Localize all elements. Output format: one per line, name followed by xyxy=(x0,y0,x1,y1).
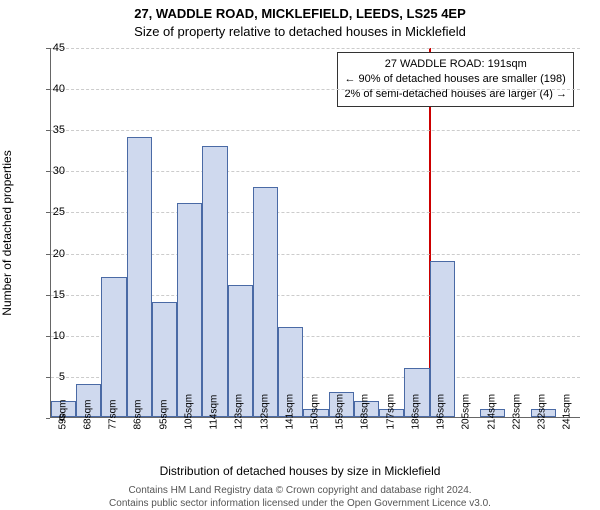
ytick-mark xyxy=(46,212,50,213)
ytick-mark xyxy=(46,48,50,49)
chart-subtitle: Size of property relative to detached ho… xyxy=(0,24,600,39)
y-axis-label: Number of detached properties xyxy=(0,150,14,315)
histogram-bar xyxy=(177,203,202,417)
chart-title: 27, WADDLE ROAD, MICKLEFIELD, LEEDS, LS2… xyxy=(0,6,600,21)
ytick-mark xyxy=(46,130,50,131)
ytick-mark xyxy=(46,254,50,255)
attribution-line-1: Contains HM Land Registry data © Crown c… xyxy=(0,484,600,497)
ytick-label: 45 xyxy=(35,42,65,54)
ytick-label: 5 xyxy=(35,371,65,383)
ytick-label: 15 xyxy=(35,289,65,301)
ytick-mark xyxy=(46,377,50,378)
ytick-label: 30 xyxy=(35,165,65,177)
annotation-line-2: ← 90% of detached houses are smaller (19… xyxy=(344,72,567,87)
ytick-label: 10 xyxy=(35,330,65,342)
histogram-bar xyxy=(127,137,152,417)
ytick-label: 40 xyxy=(35,83,65,95)
gridline xyxy=(51,48,580,49)
ytick-mark xyxy=(46,295,50,296)
ytick-label: 25 xyxy=(35,206,65,218)
ytick-mark xyxy=(46,171,50,172)
ytick-mark xyxy=(46,336,50,337)
annotation-box: 27 WADDLE ROAD: 191sqm ← 90% of detached… xyxy=(337,52,574,107)
ytick-label: 35 xyxy=(35,124,65,136)
x-axis-label: Distribution of detached houses by size … xyxy=(0,464,600,478)
histogram-bar xyxy=(202,146,227,417)
histogram-bar xyxy=(253,187,278,417)
gridline xyxy=(51,89,580,90)
attribution: Contains HM Land Registry data © Crown c… xyxy=(0,484,600,510)
ytick-label: 20 xyxy=(35,248,65,260)
gridline xyxy=(51,130,580,131)
annotation-line-1: 27 WADDLE ROAD: 191sqm xyxy=(344,57,567,72)
attribution-line-2: Contains public sector information licen… xyxy=(0,497,600,510)
plot-area: 27 WADDLE ROAD: 191sqm ← 90% of detached… xyxy=(50,48,580,418)
ytick-mark xyxy=(46,418,50,419)
histogram-bar xyxy=(101,277,126,417)
ytick-mark xyxy=(46,89,50,90)
